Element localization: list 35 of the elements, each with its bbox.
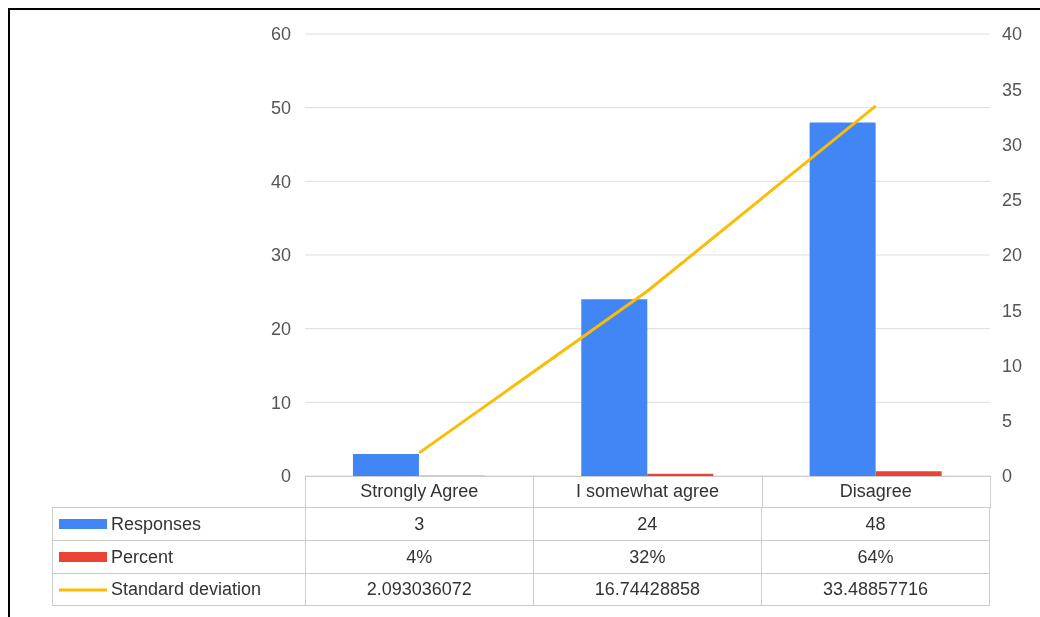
legend-label: Standard deviation [111, 579, 262, 600]
y2-tick-label: 0 [1002, 466, 1013, 487]
y2-tick-label: 25 [1002, 190, 1023, 211]
data-label: 48 [761, 508, 991, 540]
legend-label: Percent [111, 546, 174, 568]
bar [352, 453, 419, 476]
legend-label: Responses [111, 513, 202, 535]
x-tick-label: Strongly Agree [360, 480, 479, 501]
y2-tick-label: 30 [1002, 134, 1023, 155]
bar [875, 471, 942, 476]
y2-tick-label: 35 [1002, 79, 1023, 100]
y-tick-label: 60 [270, 24, 291, 45]
bar [809, 122, 876, 476]
x-tick-label: Disagree [839, 480, 912, 501]
y2-tick-label: 5 [1002, 411, 1013, 432]
y2-tick-label: 40 [1002, 24, 1023, 45]
y2-tick-label: 10 [1002, 355, 1023, 376]
data-label: 3 [305, 508, 534, 540]
data-label: 32% [533, 541, 762, 573]
y-tick-label: 0 [280, 466, 291, 487]
data-label: 64% [761, 541, 991, 573]
data-label: 4% [305, 541, 534, 573]
x-tick-label: I somewhat agree [575, 480, 720, 501]
y-tick-label: 40 [270, 171, 291, 192]
data-label: 16.74428858 [533, 574, 762, 605]
bar [581, 299, 648, 476]
data-label: 33.48857716 [761, 574, 991, 605]
y2-tick-label: 15 [1002, 300, 1023, 321]
y-tick-label: 50 [270, 98, 291, 119]
y-tick-label: 20 [270, 319, 291, 340]
data-label: 2.093036072 [305, 574, 534, 605]
y2-tick-label: 20 [1002, 245, 1023, 266]
data-label: 24 [533, 508, 762, 540]
y-tick-label: 30 [270, 245, 291, 266]
y-tick-label: 10 [270, 392, 291, 413]
